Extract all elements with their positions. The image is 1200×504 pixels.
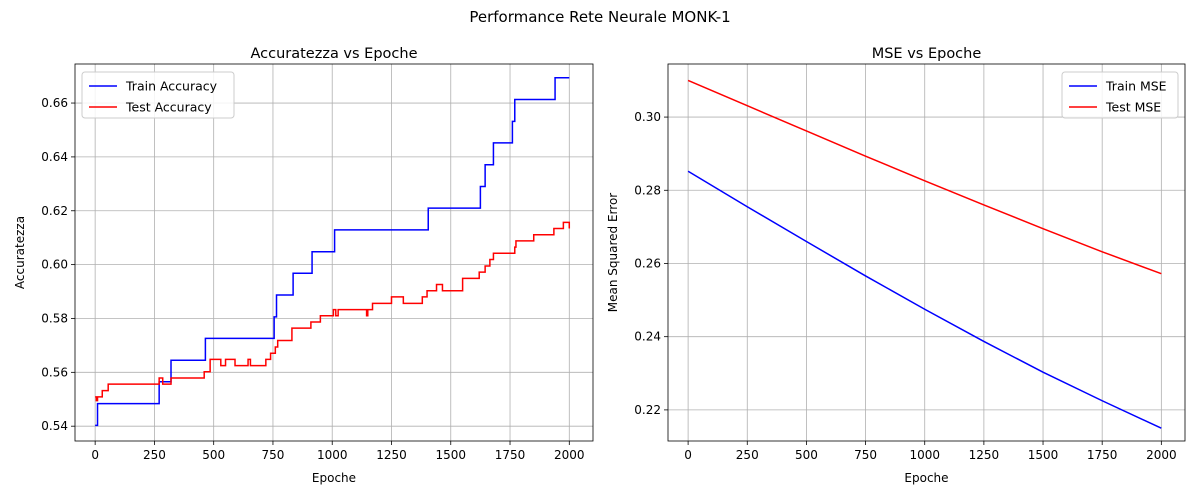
x-tick-label: 750 — [854, 448, 877, 462]
x-tick-label: 500 — [795, 448, 818, 462]
legend: Train Accuracy Test Accuracy — [81, 71, 235, 119]
legend-box — [81, 71, 235, 119]
x-tick-label: 1750 — [1087, 448, 1118, 462]
series-line-1 — [687, 79, 1162, 275]
x-tick-label: 1000 — [317, 448, 348, 462]
legend-label-1: Test Accuracy — [125, 100, 212, 115]
legend: Train MSE Test MSE — [1061, 71, 1179, 119]
legend-label-0: Train MSE — [1105, 79, 1167, 94]
x-tick-label: 1000 — [909, 448, 940, 462]
figure-suptitle: Performance Rete Neurale MONK-1 — [469, 8, 730, 26]
chart-title: MSE vs Epoche — [872, 46, 982, 62]
x-tick-label: 1500 — [1028, 448, 1059, 462]
x-tick-label: 2000 — [554, 448, 585, 462]
x-tick-label: 250 — [736, 448, 759, 462]
y-tick-label: 0.22 — [634, 403, 661, 417]
series-line-0 — [687, 170, 1162, 429]
legend-label-0: Train Accuracy — [125, 79, 218, 94]
chart-title: Accuratezza vs Epoche — [250, 46, 417, 62]
y-tick-label: 0.64 — [41, 150, 68, 164]
y-tick-label: 0.24 — [634, 330, 661, 344]
x-tick-label: 750 — [262, 448, 285, 462]
y-tick-label: 0.56 — [41, 365, 68, 379]
y-tick-label: 0.58 — [41, 311, 68, 325]
y-tick-label: 0.28 — [634, 183, 661, 197]
accuracy-chart: 0 250 500 750 1000 1250 1500 1750 2000 0.54 0.56 0.… — [13, 46, 594, 485]
x-axis-label: Epoche — [312, 471, 356, 485]
series-line-1 — [95, 221, 571, 402]
y-tick-label: 0.30 — [634, 110, 661, 124]
x-tick-label: 0 — [91, 448, 99, 462]
x-tick-label: 1250 — [376, 448, 407, 462]
y-axis-label: Accuratezza — [13, 216, 27, 289]
x-tick-label: 1750 — [495, 448, 526, 462]
x-axis-label: Epoche — [904, 471, 948, 485]
x-tick-label: 2000 — [1146, 448, 1177, 462]
x-tick-label: 1500 — [435, 448, 466, 462]
mse-chart: 0 250 500 750 1000 1250 1500 1750 2000 0.22 0.24 0.… — [606, 46, 1186, 485]
y-tick-label: 0.60 — [41, 258, 68, 272]
axes-frame — [667, 63, 1186, 442]
y-tick-label: 0.66 — [41, 96, 68, 110]
y-axis-label: Mean Squared Error — [606, 193, 620, 313]
x-tick-label: 500 — [202, 448, 225, 462]
axes-frame — [74, 63, 594, 442]
y-tick-label: 0.54 — [41, 419, 68, 433]
y-tick-label: 0.62 — [41, 204, 68, 218]
legend-label-1: Test MSE — [1105, 100, 1161, 115]
series-line-0 — [95, 76, 570, 427]
x-tick-label: 0 — [684, 448, 692, 462]
plot-area — [668, 64, 1185, 441]
x-tick-label: 250 — [143, 448, 166, 462]
y-tick-label: 0.26 — [634, 256, 661, 270]
x-tick-label: 1250 — [969, 448, 1000, 462]
